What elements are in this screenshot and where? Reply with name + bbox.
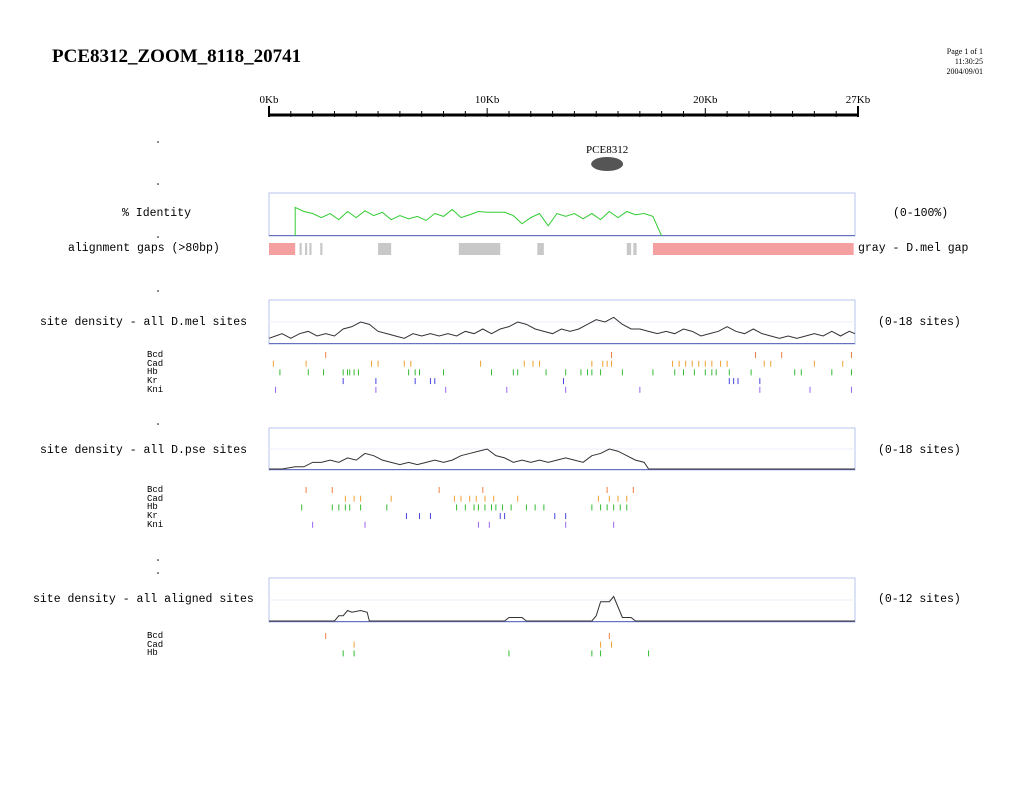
factor-label: Cad [147, 639, 164, 650]
track-1-range-label: (0-18 sites) [878, 316, 961, 329]
track-3-label: site density - all aligned sites [33, 593, 254, 606]
scale-label: 10Kb [475, 94, 500, 106]
gap-gray [299, 243, 302, 255]
track-1-label: site density - all D.mel sites [40, 316, 248, 329]
factor-label: Bcd [147, 631, 164, 641]
separator-dot [157, 141, 159, 143]
gap-gray [458, 243, 501, 255]
factor-label: Kni [147, 519, 164, 530]
density-line [269, 595, 855, 622]
identity-frame [268, 192, 856, 237]
page-title: PCE8312_ZOOM_8118_20741 [52, 46, 302, 67]
factor-label: Bcd [147, 485, 164, 495]
gap-gray [378, 243, 392, 255]
print-date: 2004/09/01 [946, 67, 983, 76]
separator-dot [157, 183, 159, 185]
factor-label: Hb [147, 367, 158, 378]
page-number: Page 1 of 1 [946, 47, 983, 56]
gap-gray [320, 243, 323, 255]
gap-red [652, 243, 854, 255]
density-line [268, 316, 856, 339]
factor-label: Cad [147, 493, 164, 504]
separator-dot [157, 559, 159, 561]
gaps-label: alignment gaps (>80bp) [68, 242, 220, 255]
factor-label: Hb [147, 648, 158, 659]
gap-gray [304, 243, 308, 255]
factor-label: Kr [147, 376, 158, 387]
gap-red [269, 243, 296, 255]
track-2-range-label: (0-18 sites) [878, 444, 961, 457]
page-meta: Page 1 of 1 11:30:25 2004/09/01 [947, 47, 983, 77]
scale-label: 27Kb [846, 94, 871, 106]
identity-range-label: (0-100%) [893, 207, 949, 220]
density-line [269, 448, 855, 470]
separator-dot [157, 236, 159, 238]
gap-gray [309, 243, 312, 255]
print-time: 11:30:25 [954, 57, 983, 66]
separator-dot [157, 572, 159, 574]
identity-label: % Identity [122, 207, 192, 220]
separator-dot [157, 290, 159, 292]
element-label: PCE8312 [586, 144, 628, 156]
gap-gray [633, 243, 637, 255]
factor-label: Kni [147, 384, 164, 395]
factor-label: Hb [147, 502, 158, 513]
factor-label: Cad [147, 358, 164, 369]
identity-line [294, 206, 663, 237]
scale-label: 20Kb [693, 94, 718, 106]
gaps-legend: gray - D.mel gap [858, 242, 969, 255]
factor-label: Kr [147, 511, 158, 522]
factor-label: Bcd [147, 350, 164, 360]
track-2-label: site density - all D.pse sites [40, 444, 248, 457]
element-marker [591, 157, 624, 171]
separator-dot [157, 423, 159, 425]
scale-label: 0Kb [260, 94, 279, 106]
track-3-range-label: (0-12 sites) [878, 593, 961, 606]
gap-gray [537, 243, 544, 255]
gap-gray [626, 243, 632, 255]
